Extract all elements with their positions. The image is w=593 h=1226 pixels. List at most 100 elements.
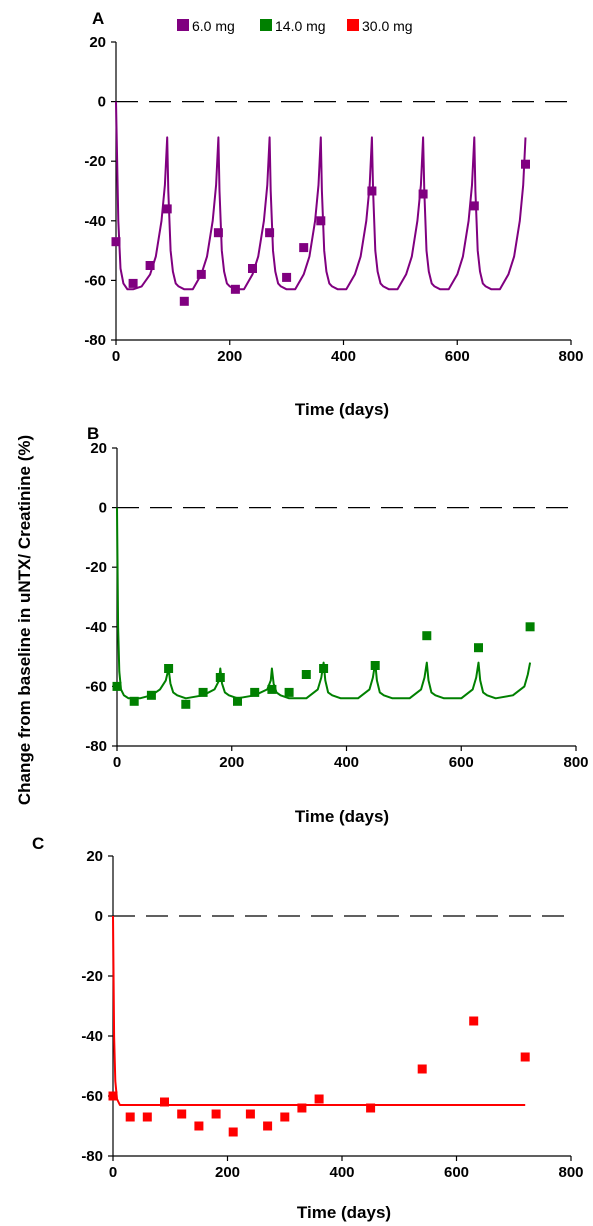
panel-a-x-tick-label: 200 <box>217 348 242 365</box>
legend-swatch-14mg <box>260 19 272 31</box>
panel-c-x-tick-label: 0 <box>109 1164 117 1181</box>
panel-c-y-tick-label: -40 <box>81 1028 103 1045</box>
panel-b-data-point <box>284 687 294 697</box>
panel-a-x-tick-label: 400 <box>331 348 356 365</box>
panel-a-data-point <box>469 201 479 211</box>
panel-a-data-point <box>196 269 206 279</box>
panel-b-data-point <box>233 696 242 706</box>
panel-b-data-point <box>370 661 380 670</box>
panel-b-x-axis-label: Time (days) <box>295 807 389 826</box>
panel-b-data-point <box>164 664 174 673</box>
panel-a-data-point <box>248 264 257 273</box>
panel-a-data-point <box>316 216 326 226</box>
panel-b-y-tick-label: -40 <box>85 619 107 636</box>
panel-c-data-point <box>228 1127 238 1137</box>
panel-b-data-point <box>129 696 139 706</box>
panel-c-y-tick-label: 20 <box>86 848 103 865</box>
panel-a-data-point <box>162 204 172 214</box>
panel-a-data-point <box>521 159 530 169</box>
panel-a-data-point <box>265 228 275 238</box>
panel-a-x-tick-label: 800 <box>558 348 583 365</box>
panel-c-data-point <box>314 1094 324 1104</box>
panel-a-data-point <box>418 189 428 199</box>
panel-c-y-tick-label: 0 <box>95 908 103 925</box>
panel-b-x-tick-label: 400 <box>334 754 359 771</box>
panel-b-y-tick-label: -60 <box>85 678 107 695</box>
legend: 6.0 mg 14.0 mg 30.0 mg <box>177 18 413 34</box>
panel-label-b: B <box>87 424 99 443</box>
panel-c-data-point <box>520 1052 530 1062</box>
legend-item-6mg: 6.0 mg <box>177 18 235 34</box>
panel-c-data-point <box>297 1103 307 1113</box>
panel-b-data-point <box>181 699 191 709</box>
legend-label-14mg: 14.0 mg <box>275 18 326 34</box>
panel-b-y-tick-label: -20 <box>85 559 107 576</box>
panel-b-plot: 200-20-40-60-800 200 400 600 800 <box>85 440 588 771</box>
panel-b-data-point <box>146 690 156 700</box>
panel-a-data-point <box>179 296 189 306</box>
panel-b-data-point <box>422 631 432 641</box>
legend-item-30mg: 30.0 mg <box>347 18 413 34</box>
panel-b-data-point <box>525 622 535 632</box>
panel-b-data-point <box>301 670 311 679</box>
panel-a-x-axis-label: Time (days) <box>295 400 389 419</box>
panel-a-model-curve <box>115 101 527 291</box>
legend-swatch-6mg <box>177 19 189 31</box>
panel-b-data-point <box>474 643 483 653</box>
panel-b-data-point <box>112 681 122 691</box>
panel-a-y-tick-label: -80 <box>84 332 106 349</box>
panel-a-data-point <box>367 186 377 196</box>
panel-a-data-point <box>299 243 309 253</box>
panel-b-y-tick-label: 0 <box>99 500 107 517</box>
panel-a-data-point <box>128 278 138 288</box>
panel-b-data-point <box>250 687 260 697</box>
panel-a-plot: 200-20-40-60-800 200 400 600 800 <box>84 34 583 365</box>
legend-label-30mg: 30.0 mg <box>362 18 413 34</box>
panel-c-x-tick-label: 400 <box>329 1164 354 1181</box>
panel-b-data-point <box>319 664 329 673</box>
y-axis-label: Change from baseline in uNTX/ Creatinine… <box>15 435 34 805</box>
panel-b-model-curve <box>116 507 532 700</box>
panel-c-y-tick-label: -80 <box>81 1148 103 1165</box>
panel-c-data-point <box>211 1109 221 1119</box>
panel-c-data-point <box>108 1091 118 1101</box>
panel-b-y-tick-label: -80 <box>85 738 107 755</box>
panel-label-c: C <box>32 834 44 853</box>
panel-b-y-tick-label: 20 <box>90 440 107 457</box>
panel-a-y-tick-label: -40 <box>84 213 106 230</box>
panel-a-data-point <box>111 237 121 247</box>
panel-b-x-tick-label: 0 <box>113 754 121 771</box>
panel-b-data-point <box>267 684 277 694</box>
panel-c-data-point <box>160 1097 169 1107</box>
panel-a-data-point <box>282 272 292 282</box>
legend-label-6mg: 6.0 mg <box>192 18 235 34</box>
panel-c-data-point <box>194 1121 204 1131</box>
panel-c: C 200-20-40-60-800 200 400 600 800 Time (day… <box>32 834 584 1222</box>
panel-c-data-point <box>142 1112 152 1122</box>
panel-c-x-axis-label: Time (days) <box>297 1203 391 1222</box>
panel-b-x-tick-label: 800 <box>563 754 588 771</box>
panel-a-data-point <box>230 284 240 294</box>
panel-c-model-curve <box>112 915 526 1106</box>
panel-c-data-point <box>245 1109 255 1119</box>
panel-a: A 200-20-40-60-800 200 400 600 800 Time (day… <box>84 9 583 419</box>
panel-a-data-point <box>145 261 155 270</box>
panel-c-x-tick-label: 600 <box>444 1164 469 1181</box>
panel-b-data-point <box>198 687 208 697</box>
panel-a-x-tick-label: 600 <box>445 348 470 365</box>
panel-c-x-tick-label: 800 <box>558 1164 583 1181</box>
panel-c-y-tick-label: -60 <box>81 1088 103 1105</box>
panel-c-data-point <box>417 1064 427 1074</box>
panel-c-data-point <box>280 1112 290 1122</box>
panel-b-data-point <box>215 673 225 682</box>
panel-b-x-tick-label: 600 <box>449 754 474 771</box>
legend-swatch-30mg <box>347 19 359 31</box>
panel-a-data-point <box>213 228 223 238</box>
panel-a-y-tick-label: -20 <box>84 153 106 170</box>
panel-c-data-point <box>366 1103 376 1113</box>
panel-b-x-tick-label: 200 <box>219 754 244 771</box>
panel-label-a: A <box>92 9 104 28</box>
panel-c-data-point <box>177 1109 187 1119</box>
panel-c-x-tick-label: 200 <box>215 1164 240 1181</box>
